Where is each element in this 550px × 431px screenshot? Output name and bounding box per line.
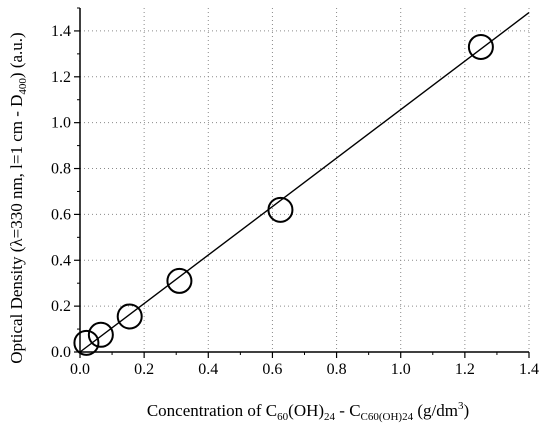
x-tick-labels: 0.0 0.2 0.4 0.6 0.8 1.0 1.2 1.4 xyxy=(70,361,539,378)
fit-line xyxy=(79,12,530,353)
x-tick-label: 0.0 xyxy=(70,361,90,378)
y-axis-label: Optical Density (λ=330 nm, l=1 cm - D400… xyxy=(7,32,29,363)
x-label-prefix: Concentration of C xyxy=(147,401,277,420)
data-point xyxy=(73,329,100,356)
data-point xyxy=(87,321,114,348)
y-tick-labels: 0.0 0.2 0.4 0.6 0.8 1.0 1.2 1.4 xyxy=(51,23,71,361)
y-tick-label: 1.4 xyxy=(51,23,71,40)
y-tick-label: 0.6 xyxy=(51,206,71,223)
x-tick-label: 0.4 xyxy=(198,361,218,378)
x-label-mid2: - C xyxy=(335,401,361,420)
x-tick-label: 0.6 xyxy=(262,361,282,378)
y-label-sub: 400 xyxy=(17,78,29,95)
data-points xyxy=(73,33,494,356)
x-tick-label: 1.4 xyxy=(519,361,539,378)
y-tick-label: 1.0 xyxy=(51,115,71,132)
y-tick-label: 1.2 xyxy=(51,69,71,86)
x-label-mid3: (g/dm xyxy=(413,401,458,420)
data-point xyxy=(166,267,193,294)
y-tick-label: 0.0 xyxy=(51,344,71,361)
x-tick-label: 0.2 xyxy=(134,361,154,378)
x-label-sup: 3 xyxy=(458,400,464,412)
x-tick-label: 1.0 xyxy=(391,361,411,378)
data-point xyxy=(467,33,494,60)
y-tick-label: 0.4 xyxy=(51,252,71,269)
data-point xyxy=(267,196,294,223)
x-axis-label: Concentration of C60(OH)24 - CC60(OH)24 … xyxy=(147,400,469,423)
y-tick-label: 0.2 xyxy=(51,298,71,315)
x-tick-label: 0.8 xyxy=(327,361,347,378)
x-tick-label: 1.2 xyxy=(455,361,475,378)
x-label-sub2: 24 xyxy=(324,411,336,423)
x-label-suffix: ) xyxy=(463,401,469,420)
x-label-sub1: 60 xyxy=(277,411,289,423)
fit-line-group xyxy=(79,12,530,353)
data-point xyxy=(116,303,143,330)
grid xyxy=(80,8,530,352)
y-label-suffix: ) (a.u.) xyxy=(7,32,26,78)
x-label-sub3: C60(OH)24 xyxy=(361,411,414,423)
y-label-prefix: Optical Density (λ=330 nm, l=1 cm - D xyxy=(7,95,26,364)
x-label-mid1: (OH) xyxy=(288,401,324,420)
axes xyxy=(74,7,530,358)
y-tick-label: 0.8 xyxy=(51,161,71,178)
